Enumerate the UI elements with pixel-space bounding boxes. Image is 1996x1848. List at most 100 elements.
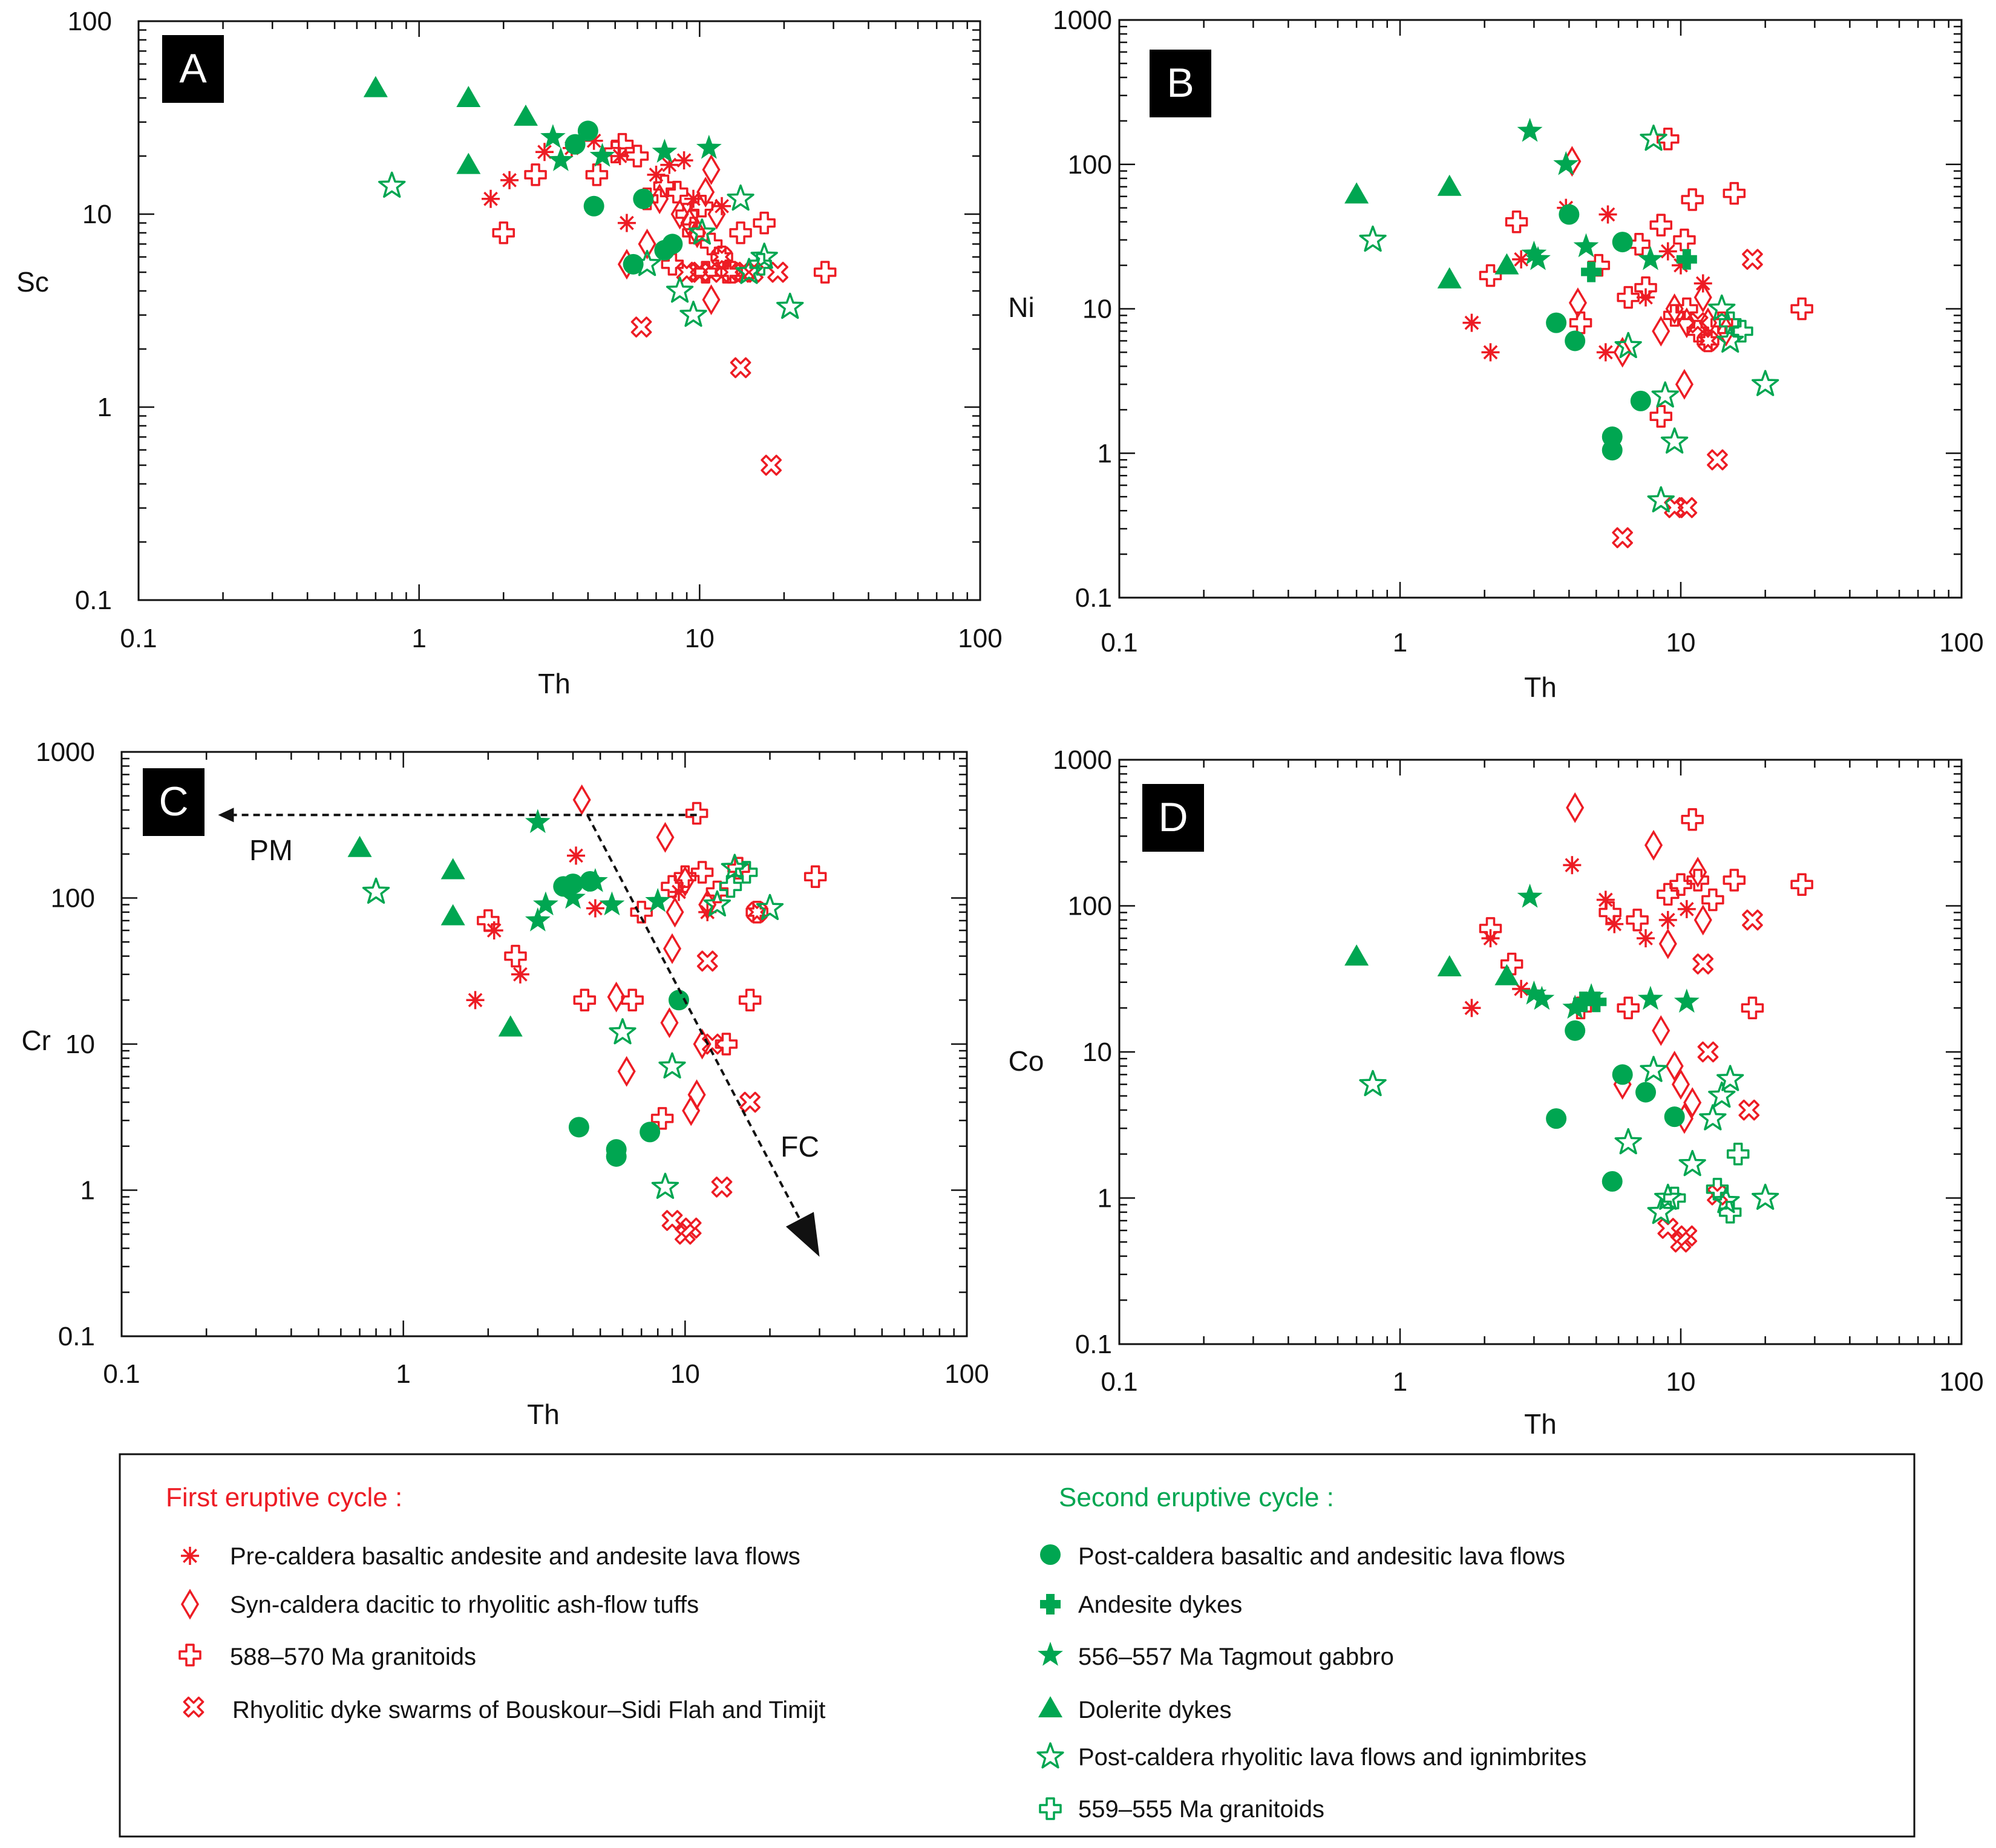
panel-d-asterisk-marker bbox=[1658, 910, 1677, 929]
legend-label-post-caldera-basaltic: Post-caldera basaltic and andesitic lava… bbox=[1078, 1543, 1565, 1570]
panel-d-asterisk-marker bbox=[1462, 999, 1481, 1017]
panel-c-open-cross-marker bbox=[573, 988, 597, 1012]
panel-a-open-cross-marker bbox=[666, 180, 689, 204]
panel-a-open-x-marker bbox=[761, 454, 782, 476]
panel-b-open-cross-marker bbox=[1723, 181, 1746, 205]
panel-d-open-star-marker bbox=[1699, 1104, 1727, 1131]
panel-b-circle-marker bbox=[1612, 232, 1633, 253]
panel-c-open-diamond-marker bbox=[617, 1056, 636, 1087]
panel-d-circle-marker bbox=[1664, 1106, 1685, 1128]
panel-c-triangle-marker bbox=[498, 1015, 523, 1037]
panel-d-open-cross-marker bbox=[1723, 869, 1746, 892]
panel-b-filled-cross-marker bbox=[1676, 249, 1697, 270]
panel-d-x-tick-label: 0.1 bbox=[1101, 1367, 1137, 1397]
panel-a-filled-star-marker bbox=[589, 143, 615, 167]
panel-a-x-tick-label: 0.1 bbox=[120, 624, 157, 653]
panel-d-ylabel: Co bbox=[1009, 1045, 1044, 1077]
panel-c-asterisk-marker bbox=[586, 899, 604, 918]
panel-b-filled-star-marker bbox=[1517, 117, 1543, 142]
panel-a-letter: A bbox=[179, 45, 207, 91]
panel-d-xlabel: Th bbox=[1524, 1408, 1557, 1440]
panel-c-open-x-marker bbox=[702, 1033, 723, 1055]
panel-d-open-star-marker bbox=[1752, 1183, 1779, 1210]
panel-b-y-tick-label: 1 bbox=[1098, 439, 1112, 468]
panel-c-open-x-marker bbox=[661, 1210, 683, 1231]
panel-d-chart: 0.1 1 10 100 0.1 1 10 100 1000 D Co Th bbox=[1009, 745, 1984, 1440]
panel-d-y-tick-label: 100 bbox=[1068, 892, 1112, 921]
panel-d-triangle-marker bbox=[1494, 964, 1519, 985]
panel-a-asterisk-marker bbox=[675, 151, 693, 170]
panel-a-asterisk-marker bbox=[482, 189, 500, 208]
panel-c-filled-star-marker bbox=[525, 809, 551, 834]
panel-c-open-cross-marker bbox=[715, 1033, 738, 1056]
panel-a-xlabel: Th bbox=[538, 668, 571, 699]
panel-c-open-x-marker bbox=[675, 1223, 696, 1245]
panel-a-frame bbox=[137, 20, 981, 601]
panel-b-y-tick-label: 100 bbox=[1068, 150, 1112, 180]
panel-c-filled-star-marker bbox=[645, 887, 671, 912]
panel-a-open-diamond-marker bbox=[638, 228, 656, 260]
panel-c-letter: C bbox=[159, 779, 188, 824]
panel-a-open-star-marker bbox=[633, 250, 661, 276]
panel-c-filled-star-marker bbox=[560, 884, 586, 909]
panel-b-triangle-marker bbox=[1344, 182, 1369, 204]
panel-c-open-cross-marker bbox=[735, 861, 758, 884]
panel-a-open-cross-marker bbox=[729, 221, 752, 244]
legend-marker-triangle bbox=[1038, 1696, 1062, 1717]
legend-item-tagmout-gabbro: 556–557 Ma Tagmout gabbro bbox=[1038, 1642, 1394, 1670]
panel-b-open-x-marker bbox=[1707, 449, 1728, 471]
legend-symbol bbox=[1039, 1797, 1062, 1820]
panel-b-x-tick-label: 100 bbox=[1939, 628, 1983, 658]
panel-b-open-x-marker bbox=[1676, 497, 1698, 518]
legend-item-pre-caldera: Pre-caldera basaltic andesite and andesi… bbox=[181, 1543, 800, 1570]
panel-c-open-diamond-marker bbox=[572, 784, 591, 815]
panel-a-open-star-marker bbox=[378, 171, 406, 198]
panel-b-filled-star-marker bbox=[1573, 233, 1599, 258]
panel-a-open-cross-marker bbox=[492, 221, 515, 244]
panel-a-y-tick-label: 0.1 bbox=[75, 586, 112, 615]
panel-c-triangle-marker bbox=[440, 858, 465, 880]
panel-d-open-cross-marker bbox=[1706, 1178, 1729, 1201]
panel-d-y-tick-label: 1 bbox=[1098, 1184, 1112, 1213]
panel-a-x-tick-label: 10 bbox=[685, 624, 715, 653]
panel-d-circle-marker bbox=[1602, 1171, 1623, 1192]
panel-b-open-x-marker bbox=[1664, 497, 1685, 518]
legend-marker-open-cross-red bbox=[178, 1644, 201, 1667]
panel-c-circle-marker bbox=[563, 873, 584, 895]
panel-d-y-tick-label: 0.1 bbox=[1075, 1330, 1112, 1359]
panel-d-triangle-marker bbox=[1344, 944, 1369, 966]
panel-b-open-diamond-marker bbox=[1652, 316, 1670, 347]
panel-d-letter: D bbox=[1158, 794, 1188, 840]
panel-c-open-cross-marker bbox=[630, 901, 653, 924]
panel-a-open-star-marker bbox=[679, 301, 707, 327]
panel-a-marks bbox=[363, 76, 837, 476]
legend-item-syn-caldera: Syn-caldera dacitic to rhyolitic ash-flo… bbox=[180, 1588, 699, 1620]
panel-d-open-diamond-marker bbox=[1644, 829, 1663, 861]
panel-a-open-x-marker bbox=[701, 261, 722, 283]
legend-symbol bbox=[1040, 1544, 1061, 1565]
legend-symbol bbox=[181, 1547, 199, 1565]
panel-d-filled-star-marker bbox=[1562, 994, 1588, 1019]
panel-c-triangle-marker bbox=[347, 835, 372, 857]
panel-d-marks bbox=[1344, 792, 1813, 1253]
panel-c-open-star-marker bbox=[721, 854, 749, 880]
panel-b-filled-star-marker bbox=[1553, 151, 1579, 175]
panel-d-circle-marker bbox=[1635, 1082, 1657, 1103]
panel-c-open-star-marker bbox=[362, 877, 390, 904]
panel-d-open-x-marker bbox=[1692, 953, 1714, 975]
panel-a-circle-marker bbox=[577, 120, 598, 142]
panel-a-open-x-marker bbox=[630, 316, 652, 338]
legend-label-rhyolitic-lava: Post-caldera rhyolitic lava flows and ig… bbox=[1078, 1744, 1586, 1771]
panel-c-y-tick-label: 0.1 bbox=[58, 1322, 95, 1351]
panel-b-marks bbox=[1344, 117, 1813, 549]
panel-d-open-star-marker bbox=[1716, 1065, 1744, 1091]
panel-a-asterisk-marker bbox=[500, 171, 519, 189]
panel-a-open-star-marker bbox=[776, 292, 804, 319]
panel-a-circle-marker bbox=[583, 195, 604, 217]
panel-c-open-cross-marker bbox=[685, 802, 708, 825]
panel-a-open-x-marker bbox=[721, 261, 742, 283]
panel-d-open-cross-marker bbox=[1701, 888, 1724, 912]
panel-a-x-tick-label: 1 bbox=[411, 624, 426, 653]
panel-b-circle-marker bbox=[1602, 440, 1623, 461]
panel-d-open-x-marker bbox=[1670, 1231, 1692, 1253]
